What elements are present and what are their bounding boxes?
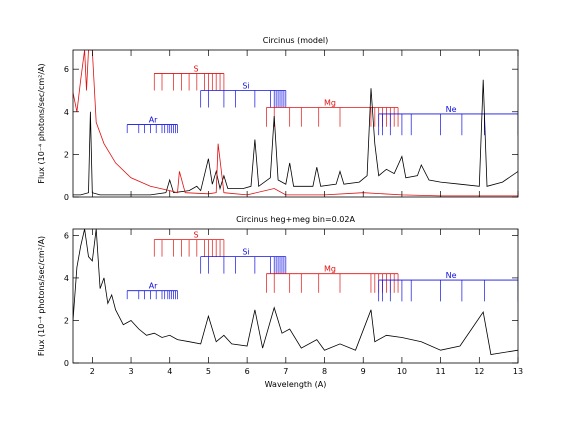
x-tick-label: 7 [283,367,288,376]
x-tick-label: 10 [397,367,407,376]
chart-title: Circinus heg+meg bin=0.02A [236,215,355,224]
spectrum-line [73,50,518,197]
axes-frame [72,49,519,198]
x-axis-label: Wavelength (A) [265,380,327,389]
y-tick-label: 6 [64,65,69,74]
line-group-label: Mg [324,99,336,108]
line-group-label: Si [242,81,249,90]
line-group-label: Ne [446,271,457,280]
x-tick-label: 13 [513,367,523,376]
x-tick-label: 6 [245,367,250,376]
y-tick-label: 0 [64,193,69,202]
x-tick-label: 3 [128,367,133,376]
y-tick-label: 4 [64,108,69,117]
y-tick-label: 0 [64,359,69,368]
y-tick-label: 2 [64,316,69,325]
line-group-label: Ar [149,116,158,125]
chart-title: Circinus (model) [263,36,329,45]
line-group-label: Si [242,248,249,257]
line-group-label: Mg [324,265,336,274]
plot-area [73,50,518,197]
y-axis-label: Flux (10⁻⁴ photons/sec/cm²/A) [37,63,46,183]
x-tick-label: 8 [322,367,327,376]
axes-frame [72,228,519,364]
x-tick-label: 11 [436,367,446,376]
x-tick-label: 12 [474,367,484,376]
y-tick-label: 4 [64,274,69,283]
line-group-label: Ne [446,105,457,114]
y-tick-label: 6 [64,231,69,240]
line-group-label: S [194,64,199,73]
line-group-label: Ar [149,282,158,291]
x-tick-label: 9 [361,367,366,376]
spectrum-line [73,229,518,355]
x-tick-label: 2 [90,367,95,376]
x-tick-label: 5 [206,367,211,376]
line-group-label: S [194,231,199,240]
y-tick-label: 2 [64,150,69,159]
x-tick-label: 4 [167,367,172,376]
plot-area [73,229,518,355]
spectrum-line [73,79,518,196]
y-axis-label: Flux (10⁻⁴ photons/sec/cm²/A) [37,236,46,356]
